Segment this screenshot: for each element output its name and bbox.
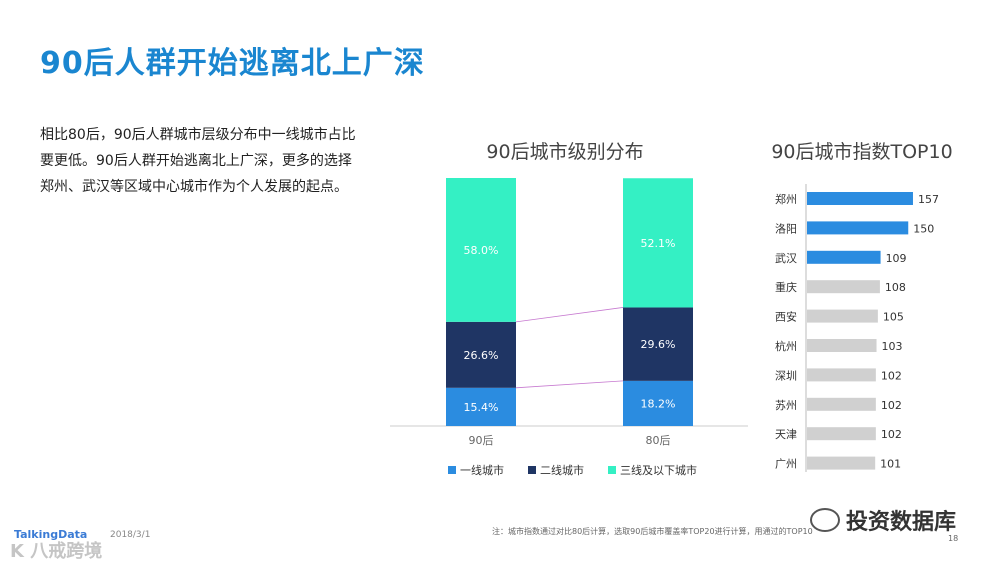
legend-item-tier1: 一线城市 bbox=[448, 462, 504, 478]
city-bar bbox=[807, 397, 876, 411]
talkingdata-logo: TalkingData bbox=[14, 528, 88, 541]
city-label: 深圳 bbox=[775, 369, 797, 382]
value-label: 102 bbox=[881, 399, 902, 412]
stacked-chart-title: 90后城市级别分布 bbox=[486, 141, 644, 163]
stack-segment bbox=[446, 321, 516, 388]
data-label: 29.6% bbox=[641, 338, 676, 351]
legend-item-tier3: 三线及以下城市 bbox=[608, 462, 697, 478]
chart-legend: 一线城市 二线城市 三线及以下城市 bbox=[448, 462, 697, 478]
connector-line bbox=[515, 307, 624, 323]
legend-label-tier2: 二线城市 bbox=[540, 464, 584, 477]
city-bar bbox=[807, 368, 876, 382]
value-label: 150 bbox=[913, 222, 934, 235]
stack-segment bbox=[623, 307, 693, 381]
city-bar bbox=[807, 456, 876, 470]
data-label: 15.4% bbox=[464, 401, 499, 414]
value-label: 157 bbox=[918, 193, 939, 206]
legend-label-tier1: 一线城市 bbox=[460, 464, 504, 477]
footer-note: 注：城市指数通过对比80后计算，选取90后城市覆盖率TOP20进行计算，用通过的… bbox=[492, 527, 813, 536]
page-title: 90后人群开始逃离北上广深 bbox=[40, 46, 425, 81]
legend-item-tier2: 二线城市 bbox=[528, 462, 584, 478]
legend-swatch-tier2 bbox=[528, 466, 536, 474]
value-label: 103 bbox=[882, 340, 903, 353]
city-label: 天津 bbox=[775, 428, 797, 441]
data-label: 58.0% bbox=[464, 244, 499, 257]
value-label: 101 bbox=[880, 458, 901, 471]
city-bar bbox=[807, 309, 878, 323]
value-label: 102 bbox=[881, 428, 902, 441]
data-label: 52.1% bbox=[641, 237, 676, 250]
data-label: 18.2% bbox=[641, 397, 676, 410]
watermark-left: K 八戒跨境 bbox=[10, 541, 103, 562]
watermark-right: 投资数据库 bbox=[810, 504, 956, 536]
city-label: 洛阳 bbox=[775, 221, 797, 235]
category-label: 80后 bbox=[646, 434, 671, 447]
city-label: 郑州 bbox=[775, 192, 797, 206]
stack-segment bbox=[446, 178, 516, 322]
legend-swatch-tier1 bbox=[448, 466, 456, 474]
stack-segment bbox=[446, 387, 516, 426]
city-bar bbox=[807, 280, 880, 294]
data-label: 26.6% bbox=[464, 349, 499, 362]
legend-swatch-tier3 bbox=[608, 466, 616, 474]
connector-line bbox=[515, 380, 624, 389]
footer-date: 2018/3/1 bbox=[110, 530, 151, 540]
stack-segment bbox=[623, 178, 693, 308]
stacked-bar-chart: 15.4% 26.6% 58.0% 90后 18.2% 29.6% 52.1% 80后 bbox=[390, 178, 748, 447]
legend-label-tier3: 三线及以下城市 bbox=[620, 464, 697, 477]
city-label: 武汉 bbox=[775, 252, 797, 265]
stack-segment bbox=[623, 380, 693, 426]
city-bar bbox=[807, 192, 913, 205]
city-label: 苏州 bbox=[775, 399, 797, 412]
watermark-right-label: 投资数据库 bbox=[846, 510, 957, 535]
body-paragraph: 相比80后，90后人群城市层级分布中一线城市占比要更低。90后人群开始逃离北上广… bbox=[40, 127, 356, 195]
top10-chart-title: 90后城市指数TOP10 bbox=[771, 141, 953, 163]
city-bar bbox=[807, 221, 909, 235]
city-label: 重庆 bbox=[775, 280, 797, 294]
value-label: 108 bbox=[885, 281, 906, 294]
city-label: 杭州 bbox=[775, 339, 797, 353]
value-label: 105 bbox=[883, 311, 904, 324]
category-label: 90后 bbox=[469, 434, 494, 447]
city-bar bbox=[807, 250, 881, 264]
value-label: 109 bbox=[886, 252, 907, 265]
city-label: 西安 bbox=[775, 310, 797, 324]
city-label: 广州 bbox=[775, 458, 797, 471]
page-number: 18 bbox=[948, 534, 959, 543]
wechat-icon bbox=[810, 508, 840, 532]
city-bar bbox=[807, 427, 876, 441]
top10-bar-chart: 郑州 157 洛阳 150 武汉 109 重庆 108 西安 105 杭州 103 深圳 102 苏州 102… bbox=[775, 184, 939, 472]
city-bar bbox=[807, 339, 877, 352]
value-label: 102 bbox=[881, 369, 902, 382]
